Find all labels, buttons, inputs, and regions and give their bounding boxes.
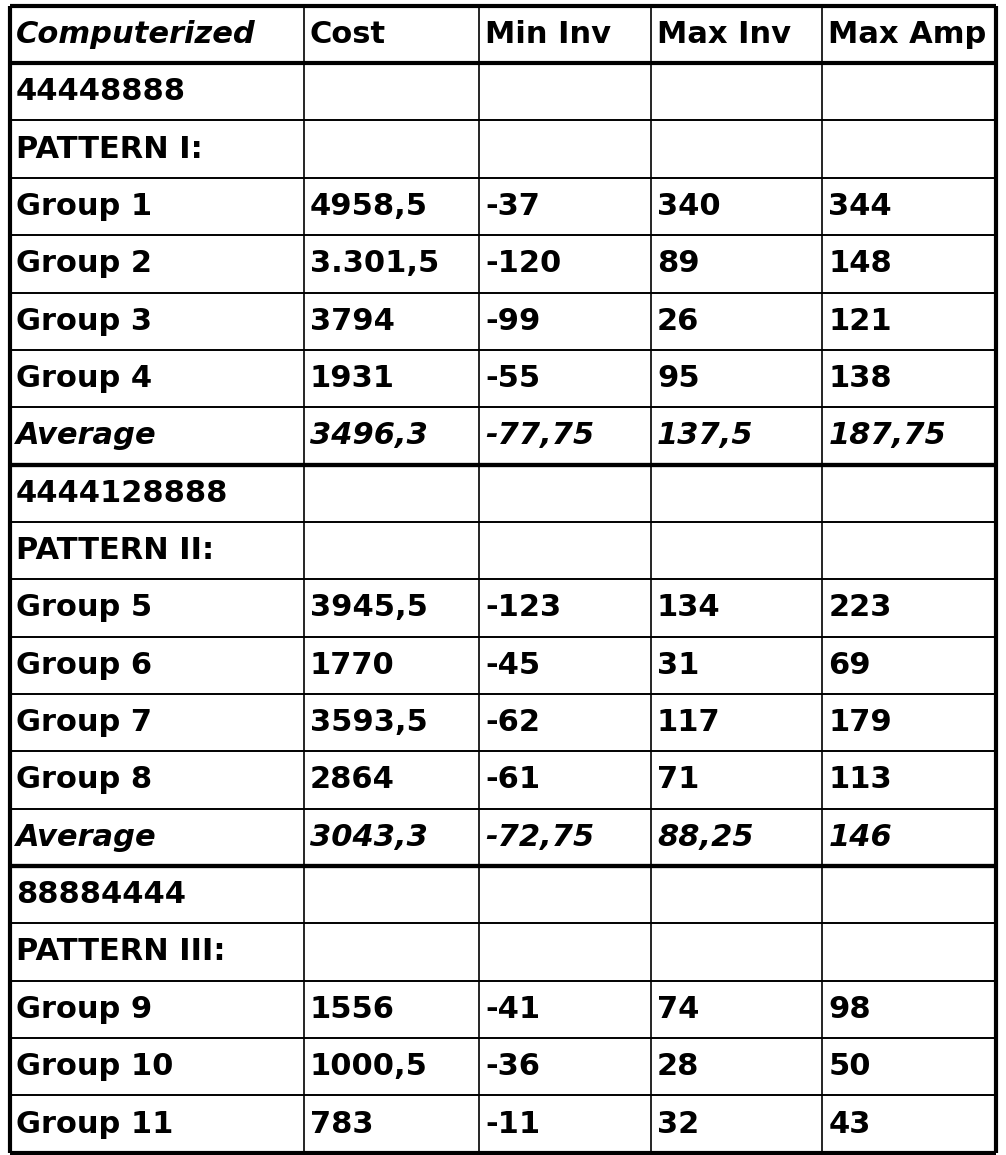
Text: 1000,5: 1000,5: [310, 1052, 428, 1081]
Text: 3043,3: 3043,3: [310, 822, 428, 851]
Text: Group 8: Group 8: [16, 766, 152, 795]
Text: Average: Average: [16, 822, 157, 851]
Text: -120: -120: [485, 249, 561, 278]
Text: 1931: 1931: [310, 364, 395, 393]
Text: 137,5: 137,5: [657, 422, 753, 450]
Text: -37: -37: [485, 192, 540, 221]
Text: 187,75: 187,75: [829, 422, 947, 450]
Text: Group 3: Group 3: [16, 307, 152, 336]
Text: 95: 95: [657, 364, 699, 393]
Text: 43: 43: [829, 1110, 871, 1139]
Text: PATTERN II:: PATTERN II:: [16, 536, 214, 565]
Text: Max Inv: Max Inv: [657, 20, 791, 49]
Text: 340: 340: [657, 192, 720, 221]
Text: -72,75: -72,75: [485, 822, 595, 851]
Text: 3593,5: 3593,5: [310, 708, 428, 737]
Text: 1770: 1770: [310, 650, 394, 680]
Text: Average: Average: [16, 422, 157, 450]
Text: 69: 69: [829, 650, 871, 680]
Text: 88884444: 88884444: [16, 880, 186, 909]
Text: 88,25: 88,25: [657, 822, 753, 851]
Text: -11: -11: [485, 1110, 540, 1139]
Text: 121: 121: [829, 307, 892, 336]
Text: 71: 71: [657, 766, 699, 795]
Text: 74: 74: [657, 994, 699, 1023]
Text: 148: 148: [829, 249, 892, 278]
Text: Max Amp: Max Amp: [829, 20, 987, 49]
Text: PATTERN III:: PATTERN III:: [16, 938, 225, 967]
Text: 44448888: 44448888: [16, 77, 186, 106]
Text: 138: 138: [829, 364, 892, 393]
Text: 4958,5: 4958,5: [310, 192, 428, 221]
Text: PATTERN I:: PATTERN I:: [16, 135, 203, 164]
Text: Group 5: Group 5: [16, 594, 152, 623]
Text: Group 9: Group 9: [16, 994, 152, 1023]
Text: 1556: 1556: [310, 994, 395, 1023]
Text: Group 7: Group 7: [16, 708, 152, 737]
Text: 146: 146: [829, 822, 892, 851]
Text: 3496,3: 3496,3: [310, 422, 428, 450]
Text: -99: -99: [485, 307, 541, 336]
Text: -36: -36: [485, 1052, 540, 1081]
Text: Group 10: Group 10: [16, 1052, 173, 1081]
Text: 98: 98: [829, 994, 871, 1023]
Text: 89: 89: [657, 249, 699, 278]
Text: Group 11: Group 11: [16, 1110, 173, 1139]
Text: Min Inv: Min Inv: [485, 20, 612, 49]
Text: Cost: Cost: [310, 20, 386, 49]
Text: 3.301,5: 3.301,5: [310, 249, 440, 278]
Text: 4444128888: 4444128888: [16, 478, 228, 508]
Text: Group 6: Group 6: [16, 650, 152, 680]
Text: 50: 50: [829, 1052, 871, 1081]
Text: -45: -45: [485, 650, 540, 680]
Text: 3945,5: 3945,5: [310, 594, 428, 623]
Text: 32: 32: [657, 1110, 699, 1139]
Text: 223: 223: [829, 594, 892, 623]
Text: -123: -123: [485, 594, 561, 623]
Text: Computerized: Computerized: [16, 20, 256, 49]
Text: -41: -41: [485, 994, 540, 1023]
Text: 31: 31: [657, 650, 699, 680]
Text: 783: 783: [310, 1110, 373, 1139]
Text: -62: -62: [485, 708, 540, 737]
Text: Group 2: Group 2: [16, 249, 152, 278]
Text: 113: 113: [829, 766, 892, 795]
Text: -61: -61: [485, 766, 540, 795]
Text: -77,75: -77,75: [485, 422, 595, 450]
Text: 117: 117: [657, 708, 720, 737]
Text: 28: 28: [657, 1052, 699, 1081]
Text: 3794: 3794: [310, 307, 394, 336]
Text: 344: 344: [829, 192, 892, 221]
Text: 179: 179: [829, 708, 892, 737]
Text: 2864: 2864: [310, 766, 394, 795]
Text: -55: -55: [485, 364, 540, 393]
Text: 26: 26: [657, 307, 699, 336]
Text: Group 1: Group 1: [16, 192, 152, 221]
Text: Group 4: Group 4: [16, 364, 152, 393]
Text: 134: 134: [657, 594, 720, 623]
